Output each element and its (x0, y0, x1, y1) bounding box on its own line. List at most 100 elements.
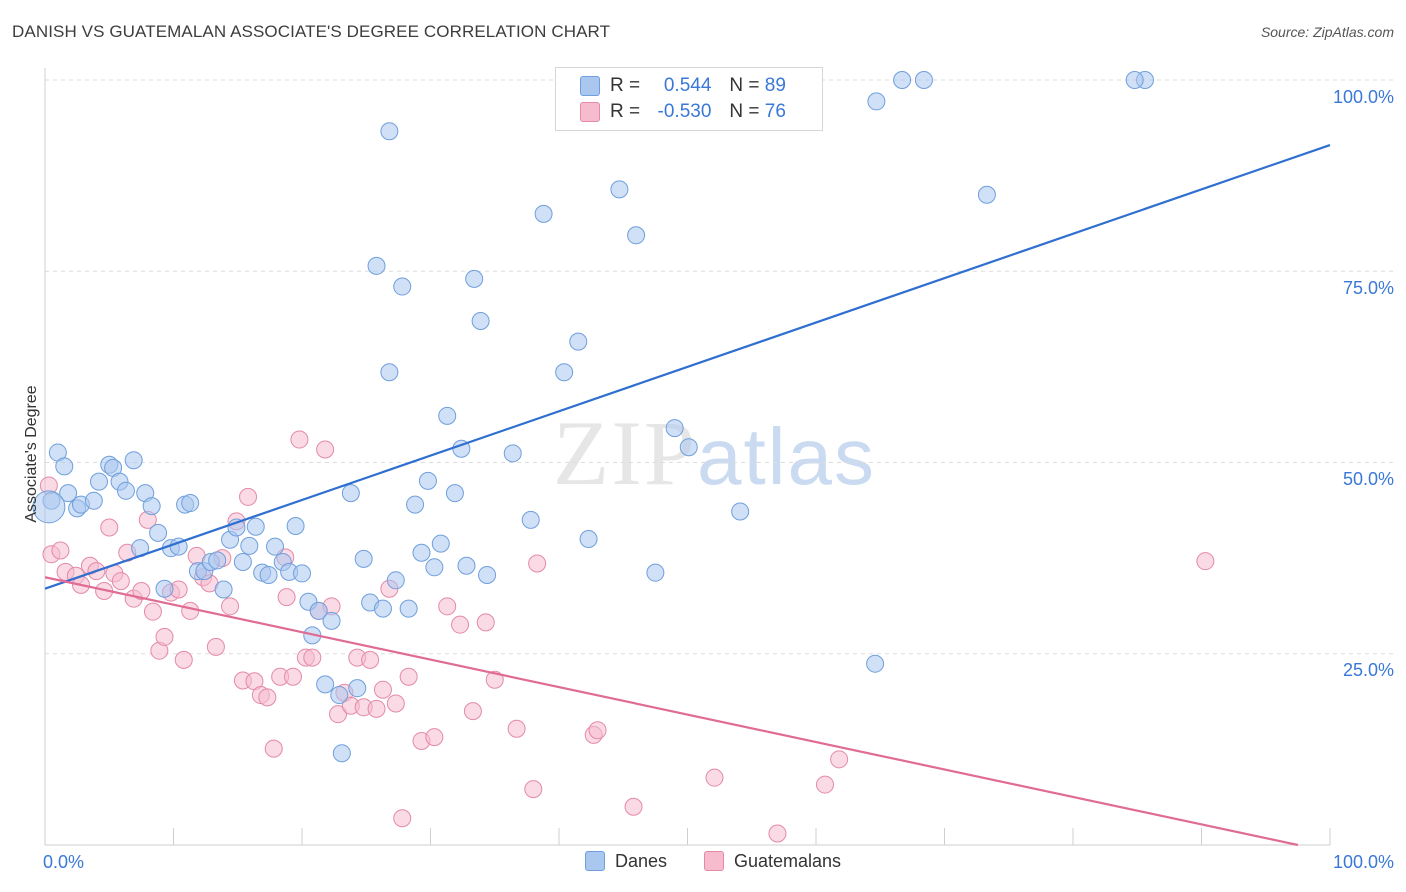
guatemalans-point (485, 670, 504, 689)
guatemalans-point (1196, 552, 1215, 571)
danes-point (731, 502, 750, 521)
danes-swatch (580, 75, 600, 96)
correlation-legend: R = 0.544 N = 89 R = -0.530 N = 76 (555, 67, 823, 131)
guatemalans-point (463, 702, 482, 721)
chart-title: DANISH VS GUATEMALAN ASSOCIATE'S DEGREE … (12, 22, 611, 41)
danes-point (406, 495, 425, 514)
danes-point (867, 92, 886, 111)
guatemalans-point (768, 824, 787, 843)
source-attribution: Source: ZipAtlas.com (1260, 24, 1394, 40)
guatemalans-point (316, 440, 335, 459)
guatemalans-point (100, 518, 119, 537)
danes-point (332, 744, 351, 763)
danes-point (233, 552, 252, 571)
guatemalans-point (143, 602, 162, 621)
danes-point (59, 484, 78, 503)
danes-point (521, 510, 540, 529)
danes-point (309, 601, 328, 620)
danes-point (893, 71, 912, 89)
danes-point (259, 565, 278, 584)
danes-point (627, 226, 646, 245)
danes-point (425, 558, 444, 577)
danes-point (431, 534, 450, 553)
danes-point (386, 571, 405, 590)
axes (44, 68, 1331, 846)
guatemalans-point (155, 627, 174, 646)
guatemalans-point (258, 688, 277, 707)
y-axis-label: Associate's Degree (23, 385, 40, 523)
bottom-guatemalans-label: Guatemalans (734, 851, 842, 871)
guatemalans-point (367, 699, 386, 718)
guatemalans-point (588, 721, 607, 740)
danes-point (55, 457, 74, 476)
danes-point (418, 471, 437, 490)
guatemalans-point (528, 554, 547, 573)
danes-n-label: N = (729, 75, 760, 96)
guatemalans-point (399, 667, 418, 686)
danes-point (679, 438, 698, 457)
bottom-legend-danes: Danes (585, 850, 667, 872)
danes-point (208, 551, 227, 570)
guatemalans-point (111, 572, 130, 591)
danes-points (32, 71, 1154, 763)
x-tick-0: 0.0% (43, 852, 85, 872)
danes-point (665, 419, 684, 438)
danes-point (316, 675, 335, 694)
danes-trend-line (44, 143, 1331, 590)
danes-point (124, 451, 143, 470)
y-tick-75: 75.0% (1342, 278, 1394, 298)
guatemalans-point (264, 739, 283, 758)
guatemalans-point (221, 597, 240, 616)
guatemalans-point (174, 650, 193, 669)
danes-point (214, 580, 233, 599)
guatemalans-trend-line (44, 576, 1299, 847)
guatemalans-n-label: N = (729, 101, 760, 122)
guatemalans-point (361, 650, 380, 669)
danes-point (266, 537, 285, 556)
guatemalans-point (373, 680, 392, 699)
guatemalans-r-label: R = (610, 101, 641, 122)
guatemalans-point (507, 719, 526, 738)
danes-point (240, 536, 259, 555)
guatemalans-n-value: 76 (764, 101, 786, 122)
guatemalans-point (476, 613, 495, 632)
danes-point (914, 71, 933, 89)
danes-point (330, 686, 349, 705)
danes-point (569, 332, 588, 351)
guatemalans-point (451, 615, 470, 634)
y-tick-25: 25.0% (1342, 660, 1394, 680)
danes-point (471, 311, 490, 330)
danes-point (116, 481, 135, 500)
guatemalans-point (181, 601, 200, 620)
danes-point (534, 204, 553, 223)
danes-point-large (32, 490, 66, 524)
guatemalans-point (815, 775, 834, 794)
danes-point (89, 472, 108, 491)
guatemalans-point (51, 541, 70, 560)
y-tick-100: 100.0% (1332, 87, 1394, 107)
danes-point (380, 122, 399, 141)
danes-point (555, 363, 574, 382)
danes-point (84, 491, 103, 510)
danes-point (399, 599, 418, 618)
danes-r-value: 0.544 (663, 75, 712, 96)
guatemalans-point (438, 597, 457, 616)
bottom-legend-guatemalans: Guatemalans (704, 850, 842, 872)
danes-point (646, 563, 665, 582)
danes-point (142, 497, 161, 516)
danes-point (866, 654, 885, 673)
guatemalans-point (624, 797, 643, 816)
danes-point (1125, 71, 1144, 89)
danes-point (579, 530, 598, 548)
danes-point (457, 556, 476, 575)
danes-point (465, 269, 484, 288)
guatemalans-point (328, 705, 347, 724)
guatemalans-point (705, 768, 724, 787)
guatemalans-point (132, 582, 151, 601)
zipatlas-watermark: ZIPatlas (553, 400, 876, 506)
guatemalans-points (39, 430, 1215, 843)
guatemalans-point (284, 667, 303, 686)
guatemalans-point (830, 750, 849, 769)
danes-point (438, 406, 457, 425)
danes-point (977, 185, 996, 204)
